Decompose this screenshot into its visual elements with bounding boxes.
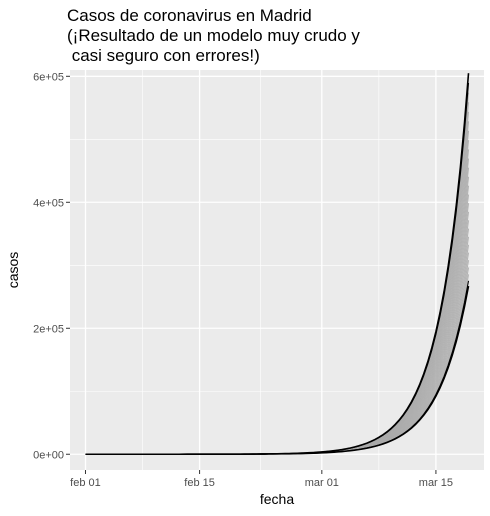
- chart-title-line-3: casi seguro con errores!): [67, 46, 260, 65]
- x-tick-label: feb 15: [184, 477, 215, 489]
- y-tick-label: 0e+00: [33, 449, 64, 461]
- x-tick-label: mar 01: [305, 477, 339, 489]
- y-tick-label: 4e+05: [33, 197, 64, 209]
- tick-labels: feb 01 feb 15 mar 01 mar 15 0e+00 2e+05 4e+05 6…: [33, 71, 453, 489]
- chart-title-line-1: Casos de coronavirus en Madrid: [67, 6, 312, 25]
- chart-title-line-2: (¡Resultado de un modelo muy crudo y: [67, 26, 360, 45]
- x-axis-title: fecha: [260, 491, 294, 507]
- y-tick-label: 2e+05: [33, 323, 64, 335]
- x-tick-label: feb 01: [70, 477, 101, 489]
- series-line: [85, 73, 470, 456]
- series-group: [85, 73, 470, 456]
- grid-minor: [70, 70, 484, 470]
- y-tick-label: 6e+05: [33, 71, 64, 83]
- y-axis-title: casos: [5, 252, 21, 289]
- x-tick-label: mar 15: [419, 477, 453, 489]
- axis-ticks: [66, 75, 437, 474]
